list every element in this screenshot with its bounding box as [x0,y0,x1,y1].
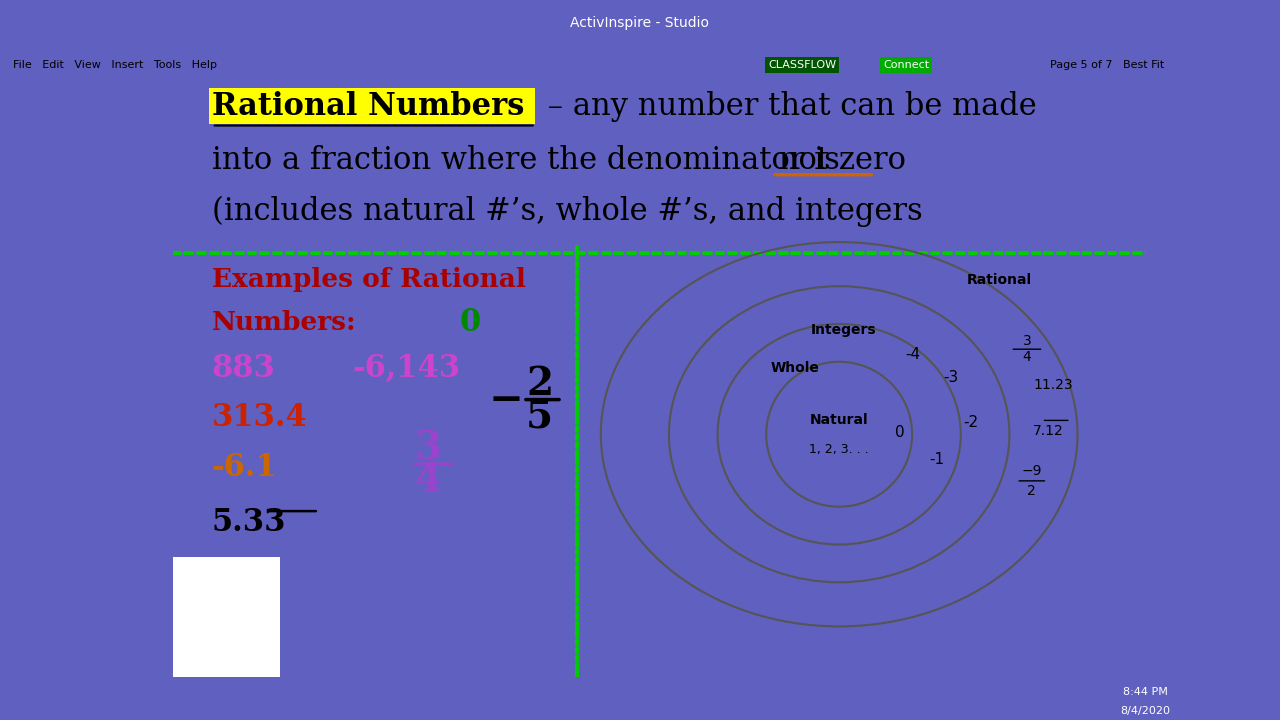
Text: 5: 5 [526,397,553,436]
Text: not zero: not zero [769,145,906,176]
Text: 0: 0 [460,307,481,338]
Text: – any number that can be made: – any number that can be made [538,91,1037,122]
Text: −9: −9 [1021,464,1042,478]
Text: Connect: Connect [883,60,929,70]
Text: 11.23: 11.23 [1033,378,1073,392]
Text: 5.33: 5.33 [211,507,287,538]
Text: -2: -2 [963,415,978,431]
Text: 0: 0 [895,425,904,440]
Text: 2: 2 [1028,484,1036,498]
Text: -6.1: -6.1 [211,452,278,483]
FancyBboxPatch shape [209,88,535,125]
Text: Page 5 of 7   Best Fit: Page 5 of 7 Best Fit [1050,60,1164,70]
Text: 3: 3 [1023,334,1032,348]
Text: 313.4: 313.4 [211,402,307,433]
Text: Numbers:: Numbers: [211,310,356,336]
Text: 2: 2 [526,365,553,403]
Text: 8:44 PM: 8:44 PM [1123,687,1169,697]
Text: 1, 2, 3. . .: 1, 2, 3. . . [809,444,869,456]
Text: 8/4/2020: 8/4/2020 [1120,706,1171,716]
Text: File   Edit   View   Insert   Tools   Help: File Edit View Insert Tools Help [13,60,216,70]
Text: -1: -1 [929,452,945,467]
Text: (includes natural #’s, whole #’s, and integers: (includes natural #’s, whole #’s, and in… [211,197,923,228]
Text: Integers: Integers [812,323,877,337]
Text: 883: 883 [211,353,275,384]
Text: Examples of Rational: Examples of Rational [211,267,526,292]
Text: CLASSFLOW: CLASSFLOW [768,60,836,70]
Text: 7.12: 7.12 [1033,424,1064,438]
Text: -3: -3 [943,370,959,385]
Text: 4: 4 [1023,351,1032,364]
Text: ActivInspire - Studio: ActivInspire - Studio [571,17,709,30]
Text: 4: 4 [413,462,442,499]
Text: Natural: Natural [810,413,869,428]
Text: -4: -4 [905,347,920,362]
Text: Rational: Rational [968,273,1032,287]
Text: Rational Numbers: Rational Numbers [211,91,524,122]
Text: -6,143: -6,143 [353,353,461,384]
Text: −: − [489,379,524,420]
Text: into a fraction where the denominator is: into a fraction where the denominator is [211,145,840,176]
Text: Whole: Whole [771,361,819,375]
FancyBboxPatch shape [173,557,280,677]
Text: 3: 3 [413,430,442,468]
